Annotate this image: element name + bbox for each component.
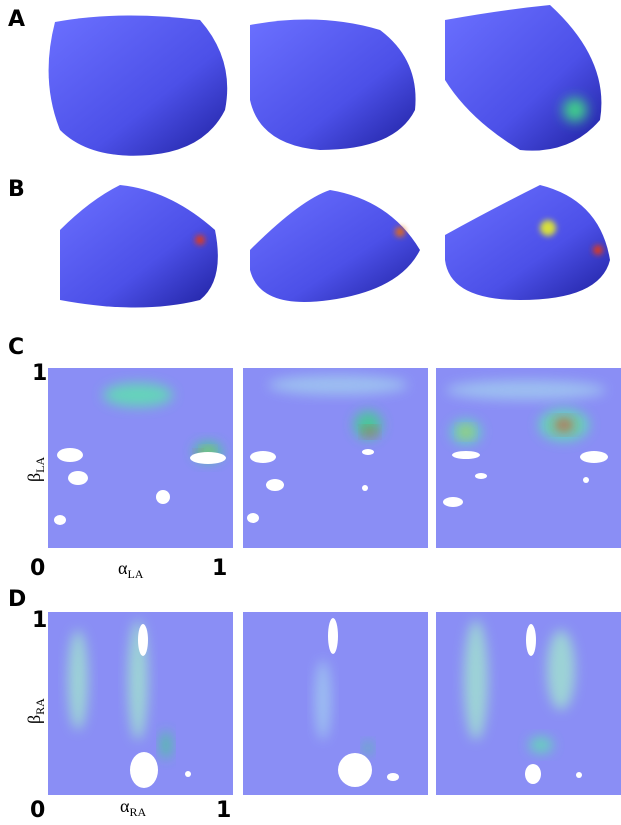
render-row-a [48, 5, 602, 156]
mask-hole [526, 624, 536, 656]
mask-hole [328, 618, 338, 654]
heat-spot [554, 419, 574, 431]
mask-hole [525, 764, 541, 784]
mask-hole [443, 497, 463, 507]
mask-hole [475, 473, 487, 479]
mask-hole [156, 490, 170, 504]
x-axis-label: αRA [120, 796, 146, 819]
mask-hole [130, 752, 158, 788]
mask-hole [338, 753, 372, 787]
mask-hole [583, 477, 589, 483]
hotspot [540, 220, 556, 236]
mask-hole [580, 451, 608, 463]
heat-spot [464, 620, 488, 740]
mask-hole [362, 449, 374, 455]
mask-hole [387, 773, 399, 781]
heat-spot [68, 630, 88, 730]
mask-hole [54, 515, 66, 525]
atrium-render [48, 15, 228, 156]
y-axis-label: βRA [24, 698, 47, 724]
axis-min: 0 [30, 798, 45, 823]
hotspot [593, 245, 603, 255]
heat-spot [268, 375, 408, 395]
y-axis-label: βLA [24, 456, 47, 482]
heat-spot [315, 660, 331, 740]
render-row-b [60, 185, 610, 308]
mask-hole [250, 451, 276, 463]
axis-max: 1 [216, 798, 231, 823]
heat-spot [529, 737, 553, 753]
heat-spot [547, 630, 575, 710]
atrium-render [445, 5, 602, 151]
atrium-render [250, 190, 420, 302]
axis-max: 1 [32, 361, 47, 386]
mask-hole [576, 772, 582, 778]
axis-min: 0 [30, 556, 45, 581]
hotspot [563, 98, 587, 122]
x-axis-label: αLA [118, 558, 144, 581]
mask-hole [452, 451, 480, 459]
panel-label: B [8, 177, 25, 202]
atrium-render [445, 185, 610, 300]
heatmaps [48, 368, 621, 795]
atrium-render [250, 19, 416, 151]
panel-label: C [8, 335, 24, 360]
mask-hole [247, 513, 259, 523]
heat-spot [364, 742, 372, 754]
mask-hole [362, 485, 368, 491]
mask-hole [190, 452, 226, 464]
panel-label: D [8, 587, 26, 612]
atrium-render [60, 185, 218, 308]
mask-hole [68, 471, 88, 485]
axis-max: 1 [212, 556, 227, 581]
heat-spot [161, 731, 171, 759]
mask-hole [266, 479, 284, 491]
mask-hole [57, 448, 83, 462]
heat-spot [460, 427, 472, 437]
heat-spot [364, 428, 376, 436]
mask-hole [185, 771, 191, 777]
hotspot [195, 235, 205, 245]
heat-spot [446, 380, 606, 400]
panel-label: A [8, 7, 25, 32]
heat-spot [103, 383, 173, 407]
axis-max: 1 [32, 608, 47, 633]
mask-hole [138, 624, 148, 656]
hotspot [395, 227, 405, 237]
